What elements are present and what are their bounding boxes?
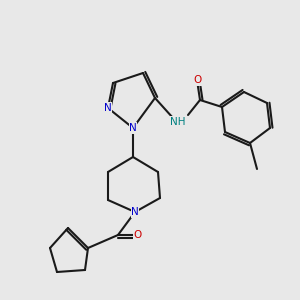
Text: O: O [134,230,142,240]
Text: N: N [104,103,112,113]
Text: NH: NH [170,117,186,127]
Text: N: N [131,207,139,217]
Text: O: O [193,75,201,85]
Text: N: N [129,123,137,133]
